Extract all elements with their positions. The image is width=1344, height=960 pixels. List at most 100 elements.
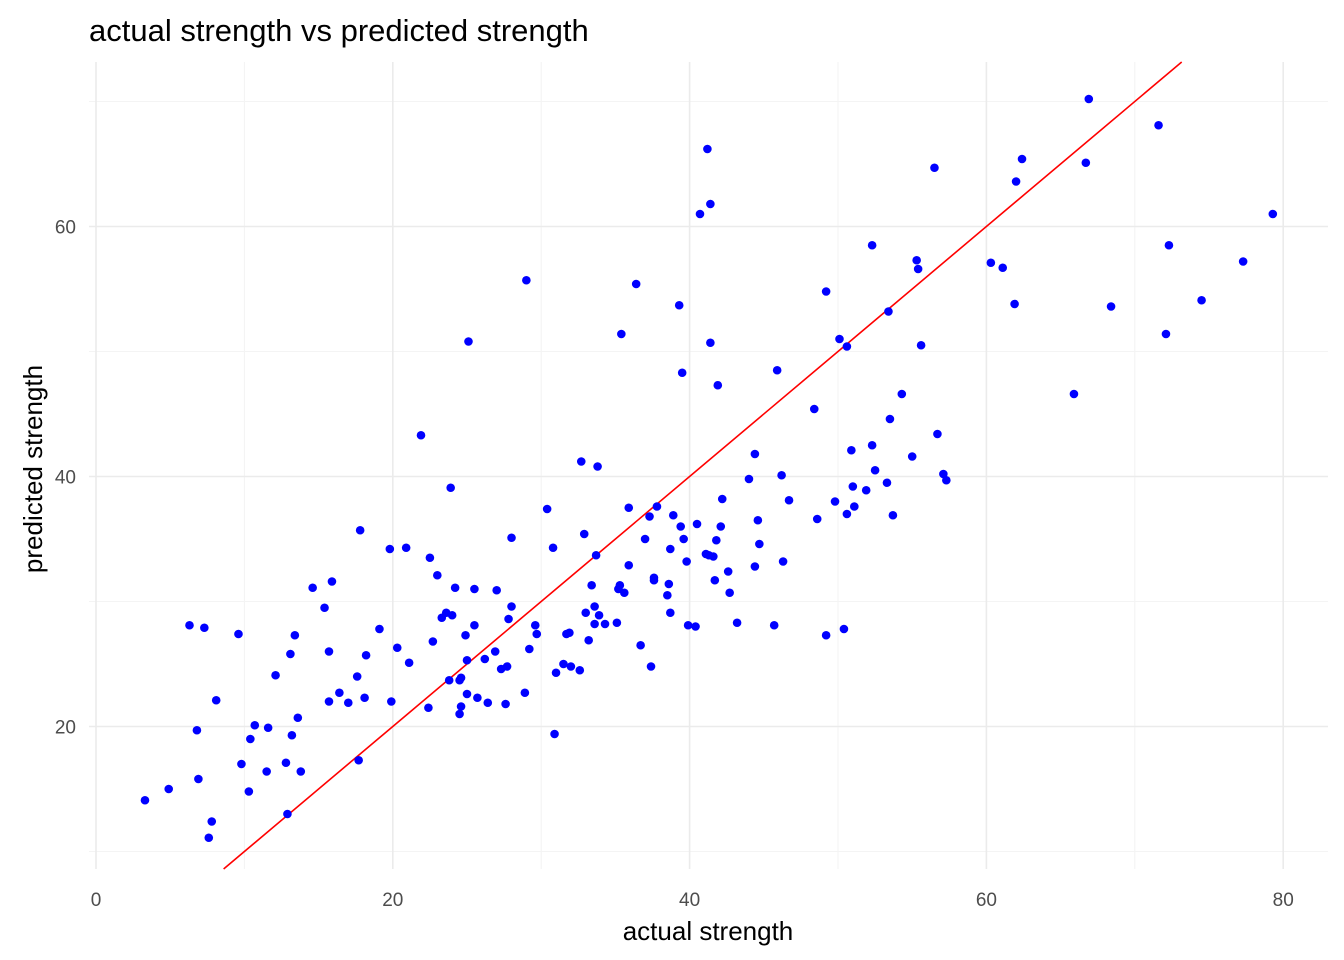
data-point (355, 525, 365, 535)
data-point (897, 389, 907, 399)
data-point (283, 809, 292, 819)
data-point (809, 404, 819, 414)
data-point (713, 380, 723, 390)
data-point (912, 255, 921, 265)
data-point (204, 833, 214, 843)
data-point (620, 588, 629, 598)
data-point (324, 697, 334, 706)
data-point (587, 580, 596, 590)
y-axis-ticks: 20 40 60 (55, 218, 76, 739)
data-point (520, 688, 530, 698)
data-point (725, 588, 734, 598)
data-point (631, 279, 641, 289)
data-point (444, 675, 454, 685)
data-point (812, 514, 822, 524)
x-tick-label: 40 (679, 890, 700, 911)
data-point (207, 817, 217, 826)
data-point (716, 522, 726, 531)
data-point (281, 758, 291, 768)
data-point (464, 337, 473, 346)
data-point (913, 264, 923, 274)
data-point (559, 659, 568, 669)
data-point (885, 414, 895, 424)
data-point (666, 544, 675, 554)
data-point (576, 457, 586, 466)
data-point (870, 465, 880, 475)
x-tick-label: 80 (1273, 890, 1294, 911)
data-point (579, 529, 589, 539)
data-point (645, 512, 654, 521)
data-point (750, 562, 760, 571)
data-point (375, 624, 384, 634)
data-point (1069, 389, 1079, 399)
data-point (676, 522, 685, 531)
data-point (677, 368, 687, 378)
data-point (649, 575, 659, 585)
data-point (691, 622, 700, 631)
data-point (706, 199, 715, 209)
plot-grid (89, 62, 1328, 869)
data-point (590, 619, 599, 629)
data-point (709, 552, 718, 561)
data-point (200, 623, 209, 633)
data-point (930, 163, 939, 173)
data-point (777, 470, 786, 480)
data-points (140, 94, 1278, 843)
data-point (821, 287, 831, 296)
y-tick-label: 40 (55, 468, 76, 489)
data-point (456, 673, 466, 683)
data-point (646, 662, 656, 671)
data-point (525, 644, 534, 654)
data-point (385, 544, 395, 554)
data-point (140, 795, 150, 805)
data-point (401, 543, 411, 553)
data-point (551, 668, 561, 678)
data-point (286, 649, 295, 659)
data-point (456, 702, 466, 711)
data-point (624, 503, 634, 513)
data-point (404, 658, 414, 668)
reference-line-group (223, 61, 1183, 870)
data-point (566, 662, 576, 671)
x-tick-label: 60 (976, 890, 997, 911)
data-point (320, 603, 329, 613)
data-point (617, 329, 626, 339)
data-point (335, 688, 344, 698)
data-point (416, 430, 426, 440)
data-point (246, 734, 255, 744)
data-point (492, 585, 501, 595)
data-point (755, 539, 764, 549)
data-point (211, 695, 221, 705)
data-point (769, 620, 779, 630)
data-point (244, 787, 254, 796)
chart-title: actual strength vs predicted strength (89, 13, 589, 48)
data-point (287, 730, 297, 740)
data-point (392, 643, 402, 653)
data-point (636, 640, 645, 650)
data-point (1238, 257, 1248, 266)
data-point (682, 557, 691, 566)
data-point (343, 698, 353, 708)
x-tick-label: 0 (91, 890, 102, 911)
data-point (1197, 295, 1206, 305)
data-point (387, 697, 396, 706)
data-point (293, 713, 303, 723)
data-point (600, 619, 610, 629)
data-point (360, 693, 369, 703)
y-tick-label: 20 (55, 718, 76, 739)
data-point (532, 629, 542, 639)
data-point (615, 580, 625, 590)
data-point (565, 628, 574, 638)
data-point (835, 334, 844, 344)
data-point (354, 755, 363, 765)
data-point (706, 338, 715, 348)
data-point (666, 608, 675, 618)
data-point (703, 144, 712, 154)
data-point (1106, 302, 1116, 311)
data-point (784, 495, 794, 505)
data-point (450, 583, 460, 593)
data-point (462, 689, 472, 699)
data-point (850, 502, 859, 511)
data-point (424, 703, 433, 713)
data-point (695, 209, 705, 219)
